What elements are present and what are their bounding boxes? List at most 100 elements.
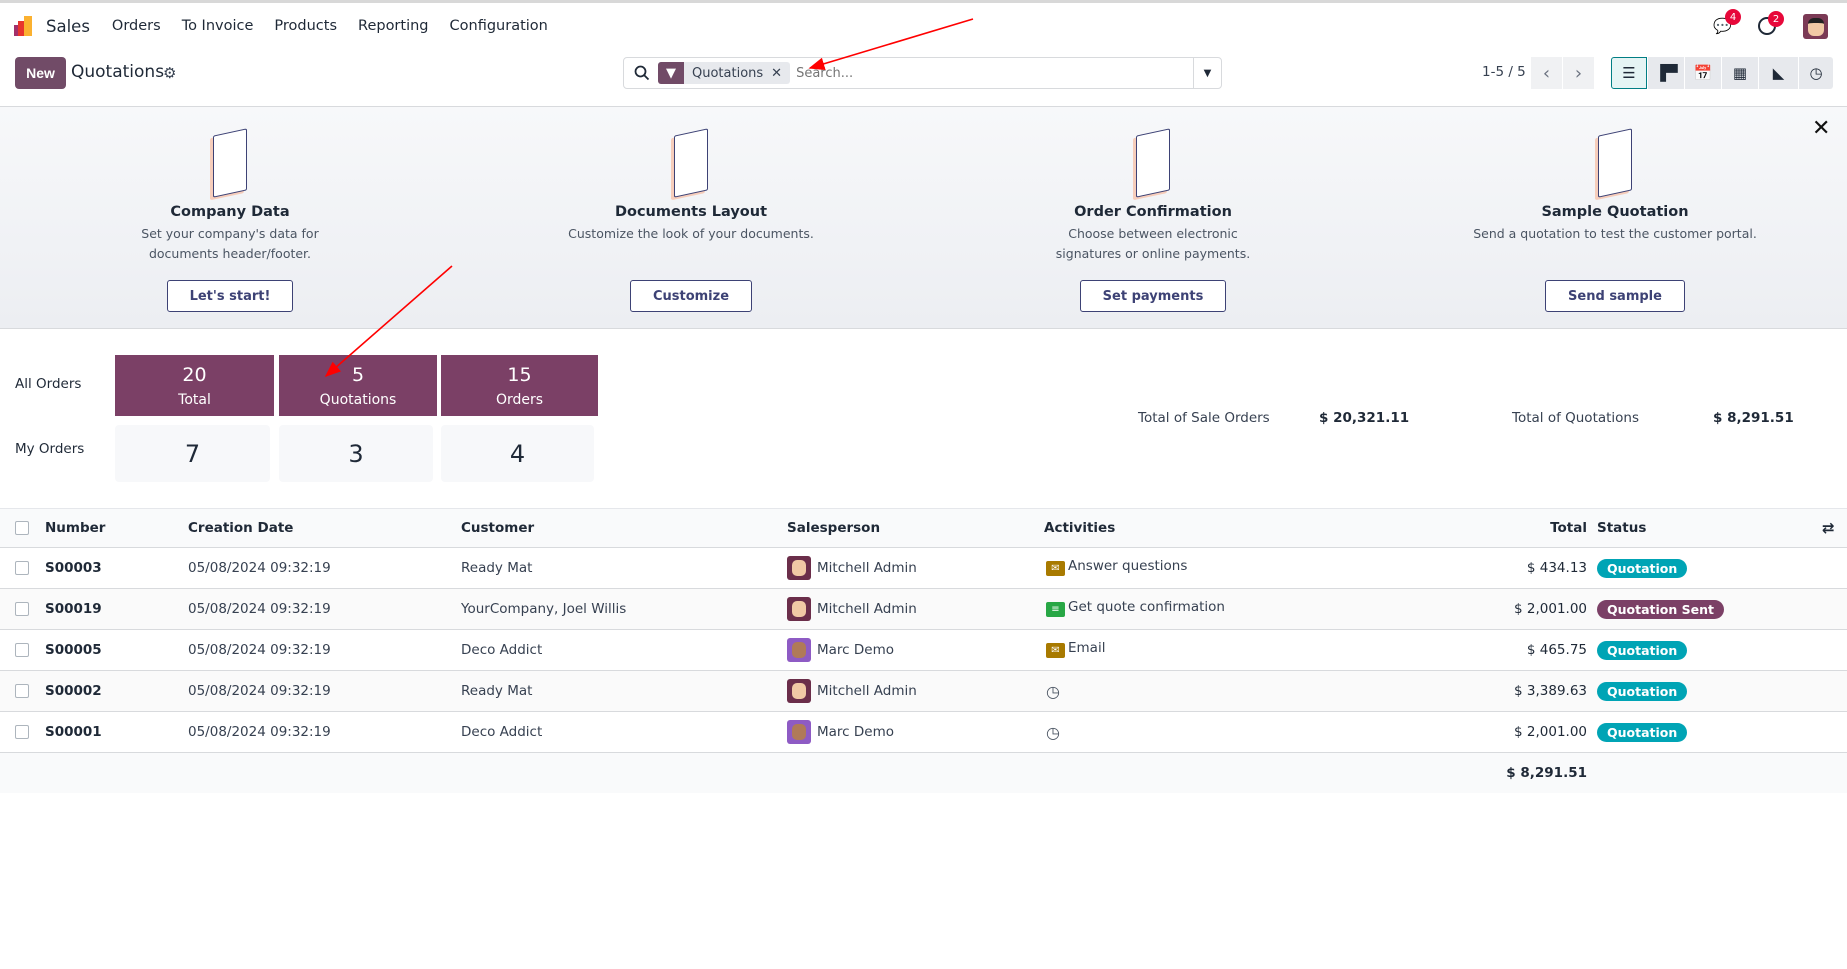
pager-next-button[interactable]: ›	[1563, 57, 1594, 89]
new-button[interactable]: New	[15, 57, 66, 89]
step-description: Set your company's data for documents he…	[141, 226, 319, 261]
view-activity-button[interactable]: ◷	[1799, 57, 1833, 89]
step-button[interactable]: Set payments	[1079, 280, 1227, 312]
search-input[interactable]	[796, 60, 1193, 86]
my-orders-tile[interactable]: 3	[279, 425, 433, 482]
user-avatar[interactable]	[1803, 14, 1828, 39]
header-number[interactable]: Number	[45, 520, 106, 536]
kanban-icon: ▐▀	[1654, 64, 1678, 82]
chat-count-badge: 4	[1725, 9, 1741, 25]
table-row[interactable]: S00005 05/08/2024 09:32:19 Deco Addict M…	[0, 630, 1847, 671]
search-options-toggle[interactable]: ▼	[1193, 58, 1221, 88]
row-checkbox[interactable]	[15, 602, 29, 616]
view-kanban-button[interactable]: ▐▀	[1648, 57, 1684, 89]
close-onboarding-icon[interactable]: ✕	[1812, 116, 1831, 141]
select-all-checkbox[interactable]	[15, 521, 29, 535]
page-title: Quotations	[71, 62, 165, 82]
control-divider	[0, 106, 1847, 107]
optional-columns-icon[interactable]: ⇄	[1822, 519, 1835, 537]
clipboard-checklist-icon	[1136, 128, 1170, 198]
view-list-button[interactable]: ☰	[1611, 57, 1647, 89]
table-row[interactable]: S00002 05/08/2024 09:32:19 Ready Mat Mit…	[0, 671, 1847, 712]
header-status[interactable]: Status	[1597, 520, 1647, 536]
row-checkbox[interactable]	[15, 561, 29, 575]
step-description: Choose between electronic signatures or …	[1055, 226, 1251, 261]
tile-count: 15	[507, 363, 532, 386]
activity-button[interactable]: 2	[1758, 11, 1784, 35]
salesperson-avatar	[787, 556, 811, 580]
onboarding-panel	[0, 107, 1847, 329]
salesperson-avatar	[787, 597, 811, 621]
table-row[interactable]: S00019 05/08/2024 09:32:19 YourCompany, …	[0, 589, 1847, 630]
pager-previous-button[interactable]: ‹	[1531, 57, 1562, 89]
activity[interactable]: ≡ Get quote confirmation	[1046, 589, 1225, 629]
remove-facet-icon[interactable]: ✕	[771, 65, 783, 81]
top-border	[0, 0, 1847, 3]
graph-icon: ◣	[1772, 64, 1785, 82]
onboarding-step: Documents Layout Customize the look of y…	[526, 204, 856, 312]
creation-date: 05/08/2024 09:32:19	[188, 601, 331, 617]
tile-label: Orders	[495, 391, 544, 408]
all-orders-tile[interactable]: 5 Quotations	[279, 355, 437, 416]
view-graph-button[interactable]: ◣	[1759, 57, 1798, 89]
view-pivot-button[interactable]: ▦	[1722, 57, 1758, 89]
customer: Deco Addict	[461, 724, 543, 740]
order-number: S00005	[45, 642, 102, 658]
pager-value[interactable]: 1-5 / 5	[1482, 64, 1526, 80]
all-orders-tile[interactable]: 15 Orders	[441, 355, 598, 416]
menu-to-invoice[interactable]: To Invoice	[181, 18, 254, 34]
search-facet: ▼ Quotations ✕	[658, 62, 791, 84]
header-creation-date[interactable]: Creation Date	[188, 520, 294, 536]
app-name[interactable]: Sales	[46, 16, 90, 36]
customer: YourCompany, Joel Willis	[461, 601, 627, 617]
header-salesperson[interactable]: Salesperson	[787, 520, 881, 536]
header-activities[interactable]: Activities	[1044, 520, 1116, 536]
salesperson: Marc Demo	[817, 724, 894, 740]
all-orders-tile[interactable]: 20 Total	[115, 355, 274, 416]
salesperson: Mitchell Admin	[817, 601, 917, 617]
total-quotations-label: Total of Quotations	[1512, 410, 1640, 426]
menu-products[interactable]: Products	[274, 18, 338, 34]
menu-reporting[interactable]: Reporting	[358, 18, 429, 34]
order-number: S00002	[45, 683, 102, 699]
envelope-box-icon	[1598, 128, 1632, 198]
search-bar: ▼ Quotations ✕ ▼	[623, 57, 1222, 89]
salesperson: Mitchell Admin	[817, 683, 917, 699]
list-icon: ☰	[1622, 64, 1636, 82]
activity[interactable]: ◷	[1046, 671, 1060, 711]
step-button[interactable]: Customize	[629, 280, 753, 312]
gear-icon[interactable]: ⚙	[163, 64, 177, 82]
row-checkbox[interactable]	[15, 725, 29, 739]
row-checkbox[interactable]	[15, 684, 29, 698]
activity[interactable]: ◷	[1046, 712, 1060, 752]
tile-count: 5	[351, 363, 365, 386]
table-footer: $ 8,291.51	[0, 753, 1847, 793]
chevron-right-icon: ›	[1574, 62, 1583, 84]
activity-count-badge: 2	[1768, 11, 1784, 27]
all-orders-label: All Orders	[15, 376, 82, 392]
activity[interactable]: ✉ Answer questions	[1046, 548, 1187, 588]
clipboard-pen-icon	[674, 128, 708, 198]
header-total[interactable]: Total	[1550, 520, 1587, 536]
activity[interactable]: ✉ Email	[1046, 630, 1105, 670]
order-number: S00003	[45, 560, 102, 576]
table-row[interactable]: S00003 05/08/2024 09:32:19 Ready Mat Mit…	[0, 548, 1847, 589]
row-checkbox[interactable]	[15, 643, 29, 657]
chat-button[interactable]: 💬 4	[1713, 9, 1741, 35]
menu-orders[interactable]: Orders	[111, 18, 161, 34]
tile-label: Quotations	[319, 391, 397, 408]
table-row[interactable]: S00001 05/08/2024 09:32:19 Deco Addict M…	[0, 712, 1847, 753]
step-button[interactable]: Send sample	[1545, 280, 1685, 312]
caret-down-icon: ▼	[1203, 67, 1212, 79]
status-badge: Quotation Sent	[1597, 599, 1724, 619]
step-button[interactable]: Let's start!	[166, 280, 294, 312]
my-orders-tile[interactable]: 7	[115, 425, 270, 482]
header-customer[interactable]: Customer	[461, 520, 535, 536]
step-title: Documents Layout	[614, 204, 768, 220]
my-orders-tile[interactable]: 4	[441, 425, 594, 482]
menu-configuration[interactable]: Configuration	[449, 18, 548, 34]
my-orders-label: My Orders	[15, 441, 85, 457]
activity-summary: Answer questions	[1068, 558, 1188, 574]
top-nav: Sales Orders To Invoice Products Reporti…	[14, 14, 569, 38]
view-calendar-button[interactable]: 📅	[1685, 57, 1721, 89]
